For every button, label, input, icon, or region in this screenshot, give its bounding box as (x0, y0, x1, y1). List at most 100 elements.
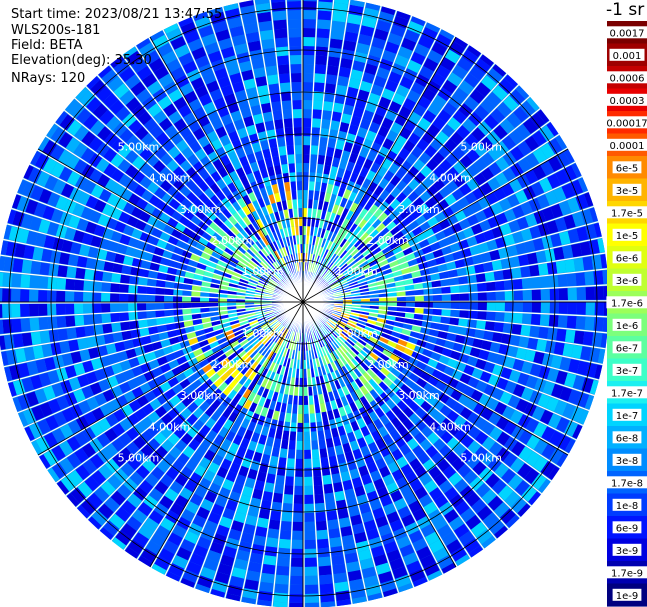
range-gate-cell (224, 247, 234, 256)
range-gate-cell (307, 199, 313, 209)
range-gate-cell (363, 358, 373, 368)
range-gate-cell (411, 208, 423, 220)
range-gate-cell (364, 403, 374, 415)
range-gate-cell (111, 138, 125, 153)
range-gate-cell (557, 315, 568, 328)
range-gate-cell (440, 56, 456, 72)
range-gate-cell (346, 321, 356, 328)
range-gate-cell (309, 172, 316, 182)
range-gate-cell (547, 465, 560, 480)
range-gate-cell (395, 167, 407, 180)
range-gate-cell (423, 295, 433, 302)
colorbar-tick-label: 1.7e-7 (611, 388, 643, 399)
range-gate-cell (441, 531, 458, 546)
range-gate-cell (157, 459, 171, 473)
range-gate-cell (390, 198, 401, 210)
range-ring-label: 2.00km (367, 234, 409, 247)
range-gate-cell (245, 310, 256, 315)
ray-separator (6, 223, 304, 303)
range-gate-cell (188, 522, 203, 536)
range-gate-cell (179, 82, 194, 96)
range-gate-cell (293, 208, 298, 218)
range-gate-cell (391, 448, 404, 461)
range-gate-cell (337, 226, 345, 236)
range-gate-cell (191, 285, 202, 292)
range-gate-cell (360, 445, 371, 457)
range-gate-cell (246, 570, 261, 582)
range-gate-cell (380, 332, 391, 340)
range-gate-cell (221, 197, 232, 208)
range-gate-cell (441, 562, 456, 574)
range-gate-cell (102, 323, 113, 334)
range-gate-cell (188, 438, 201, 451)
range-gate-cell (483, 229, 495, 241)
range-gate-cell (280, 521, 292, 531)
range-gate-cell (199, 424, 211, 437)
range-gate-cell (366, 54, 381, 67)
range-gate-cell (257, 263, 267, 272)
range-gate-cell (308, 190, 314, 200)
range-gate-cell (244, 368, 253, 378)
range-gate-cell (331, 427, 339, 438)
range-gate-cell (292, 530, 303, 540)
range-gate-cell (441, 294, 451, 301)
range-gate-cell (493, 502, 510, 518)
range-gate-cell (66, 266, 77, 279)
range-gate-cell (252, 383, 261, 394)
range-gate-cell (243, 523, 256, 535)
range-gate-cell (215, 146, 227, 159)
range-gate-cell (184, 530, 199, 545)
ray-separator (302, 5, 382, 303)
range-gate-cell (362, 371, 372, 382)
range-gate-cell (279, 228, 286, 239)
range-gate-cell (164, 295, 174, 302)
range-gate-cell (103, 261, 114, 272)
range-gate-cell (458, 239, 469, 250)
range-gate-cell (180, 420, 192, 433)
range-gate-cell (225, 470, 238, 483)
range-gate-cell (133, 421, 146, 435)
range-gate-cell (455, 381, 467, 393)
range-gate-cell (200, 297, 210, 302)
range-gate-cell (216, 466, 229, 479)
range-gate-cell (332, 204, 340, 214)
range-gate-cell (279, 327, 287, 336)
range-gate-cell (50, 144, 65, 161)
range-gate-cell (231, 159, 242, 171)
range-gate-cell (249, 336, 258, 345)
range-gate-cell (366, 150, 378, 162)
range-gate-cell (140, 416, 153, 430)
range-gate-cell (73, 362, 86, 376)
range-gate-cell (471, 367, 484, 380)
range-gate-cell (227, 365, 237, 375)
range-gate-cell (455, 500, 470, 516)
range-gate-cell (312, 109, 322, 119)
range-gate-cell (411, 351, 422, 361)
range-gate-cell (352, 183, 362, 194)
range-gate-cell (48, 263, 59, 277)
range-gate-cell (483, 261, 494, 272)
range-gate-cell (388, 210, 399, 221)
range-gate-cell (480, 407, 494, 421)
range-gate-cell (389, 519, 404, 532)
range-gate-cell (399, 76, 414, 90)
range-gate-cell (167, 146, 181, 159)
range-gate-cell (12, 379, 26, 395)
range-gate-cell (492, 64, 507, 77)
colorbar-label-bg (612, 543, 642, 556)
range-gate-cell (510, 457, 525, 473)
range-gate-cell (182, 302, 192, 309)
range-gate-cell (101, 292, 111, 302)
range-gate-cell (216, 201, 227, 213)
range-gate-cell (479, 371, 492, 383)
range-gate-cell (276, 271, 284, 279)
range-gate-cell (407, 21, 424, 35)
range-gate-cell (185, 179, 198, 191)
range-gate-cell (396, 11, 411, 21)
ray-separator (287, 301, 304, 607)
range-gate-cell (478, 242, 490, 254)
range-gate-cell (416, 546, 432, 560)
azimuth-spoke (302, 301, 457, 568)
range-gate-cell (240, 418, 251, 429)
range-gate-cell (450, 131, 464, 146)
